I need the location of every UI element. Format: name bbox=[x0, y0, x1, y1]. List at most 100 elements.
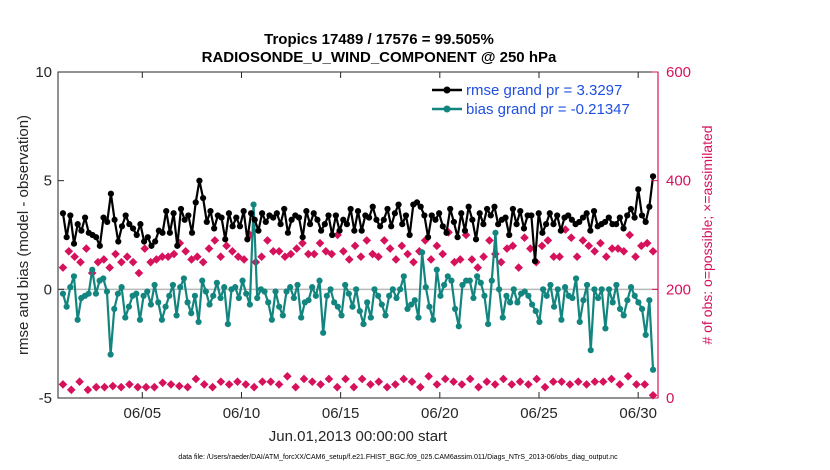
bias-point bbox=[510, 286, 517, 293]
obs-possible-upper-marker bbox=[496, 257, 506, 267]
rmse-point bbox=[461, 227, 469, 234]
obs-possible-lower-marker bbox=[416, 382, 425, 392]
rmse-point bbox=[590, 207, 598, 215]
obs-possible-lower-marker bbox=[424, 371, 433, 381]
bias-point bbox=[312, 292, 319, 299]
bias-point bbox=[620, 312, 627, 319]
rmse-point bbox=[399, 221, 406, 228]
obs-possible-lower-marker bbox=[258, 377, 267, 387]
obs-possible-upper-marker bbox=[58, 263, 68, 272]
rmse-point bbox=[218, 214, 225, 221]
obs-possible-upper-marker bbox=[596, 238, 605, 248]
x-tick-label: 06/05 bbox=[124, 405, 162, 422]
obs-possible-lower-marker bbox=[457, 380, 467, 389]
obs-possible-upper-marker bbox=[409, 257, 418, 267]
obs-possible-upper-marker bbox=[280, 252, 290, 262]
obs-possible-lower-marker bbox=[183, 382, 192, 392]
bias-point bbox=[136, 316, 144, 323]
obs-possible-upper-marker bbox=[520, 233, 529, 243]
legend: rmse grand pr = 3.3297 bias grand pr = -… bbox=[428, 80, 654, 122]
rmse-point bbox=[483, 205, 491, 213]
obs-possible-lower-marker bbox=[100, 382, 109, 392]
y-axis-right-label: # of obs: o=possible; ×=assimilated bbox=[699, 125, 715, 344]
rmse-point bbox=[358, 227, 365, 234]
bias-point bbox=[206, 301, 213, 308]
obs-possible-upper-marker bbox=[607, 244, 617, 253]
obs-possible-upper-marker bbox=[233, 252, 243, 262]
obs-possible-lower-marker bbox=[307, 377, 317, 387]
y-tick-label: 5 bbox=[44, 173, 52, 190]
rmse-point bbox=[207, 207, 214, 215]
rmse-point bbox=[74, 221, 81, 228]
rmse-point bbox=[251, 216, 258, 223]
bias-point bbox=[125, 303, 133, 310]
bias-point bbox=[111, 305, 118, 312]
chart-title-line1: Tropics 17489 / 17576 = 99.505% bbox=[264, 31, 494, 48]
rmse-point bbox=[314, 216, 321, 223]
y-axis-left: -5 0 5 10 bbox=[35, 64, 64, 407]
bias-point bbox=[169, 281, 177, 289]
obs-possible-upper-marker bbox=[327, 249, 337, 259]
bias-point bbox=[195, 318, 202, 326]
obs-possible-lower-marker bbox=[291, 382, 300, 392]
bias-point bbox=[254, 294, 261, 302]
rmse-point bbox=[354, 207, 362, 215]
obs-possible-lower-marker bbox=[482, 377, 492, 387]
rmse-point bbox=[391, 210, 398, 217]
bias-point bbox=[448, 277, 455, 284]
obs-possible-upper-marker bbox=[391, 255, 401, 264]
obs-possible-lower-marker bbox=[125, 380, 134, 389]
obs-possible-upper-marker bbox=[210, 236, 220, 245]
obs-possible-lower-marker bbox=[474, 382, 483, 392]
bias-point bbox=[371, 286, 378, 293]
rmse-point bbox=[513, 221, 520, 228]
rmse-series bbox=[59, 173, 657, 265]
obs-possible-upper-marker bbox=[122, 252, 132, 262]
rmse-point bbox=[413, 199, 421, 206]
obs-possible-upper-marker bbox=[578, 236, 588, 245]
bias-point bbox=[492, 229, 499, 236]
bias-point bbox=[613, 281, 620, 289]
obs-possible-upper-marker bbox=[508, 241, 518, 251]
rmse-point bbox=[111, 216, 118, 223]
bias-point bbox=[474, 273, 481, 280]
rmse-point bbox=[177, 205, 185, 213]
bias-point bbox=[294, 281, 301, 289]
obs-possible-upper-marker bbox=[321, 246, 331, 256]
bias-point bbox=[386, 292, 393, 299]
y-tick-label: 0 bbox=[44, 281, 52, 298]
y-tick-label: 10 bbox=[35, 64, 52, 81]
obs-possible-upper-marker bbox=[339, 246, 348, 256]
rmse-point bbox=[288, 216, 295, 223]
rmse-point bbox=[476, 210, 483, 217]
bias-point bbox=[594, 294, 602, 302]
rmse-point bbox=[635, 186, 642, 193]
obs-possible-lower-marker bbox=[199, 380, 209, 389]
rmse-point bbox=[472, 236, 480, 243]
bias-point bbox=[441, 281, 448, 289]
bias-point bbox=[558, 316, 565, 323]
rmse-point bbox=[144, 234, 151, 241]
bias-point bbox=[133, 290, 140, 297]
obs-possible-lower-marker bbox=[208, 382, 217, 392]
bias-point bbox=[320, 329, 327, 336]
obs-possible-upper-marker bbox=[105, 263, 115, 272]
rmse-point bbox=[122, 212, 129, 219]
bias-point bbox=[250, 201, 257, 208]
rmse-point bbox=[642, 218, 649, 226]
rmse-point bbox=[262, 218, 269, 226]
obs-possible-upper-marker bbox=[619, 246, 629, 256]
rmse-point bbox=[554, 212, 561, 219]
bias-point bbox=[180, 275, 188, 282]
obs-possible-lower-marker bbox=[515, 377, 525, 387]
rmse-point bbox=[229, 223, 236, 230]
rmse-point bbox=[325, 212, 332, 219]
x-axis: 06/05 06/10 06/15 06/20 06/25 06/30 bbox=[124, 72, 657, 422]
bias-point bbox=[389, 286, 396, 293]
obs-possible-lower-marker bbox=[216, 377, 226, 387]
rmse-point bbox=[576, 218, 583, 226]
obs-possible-upper-marker bbox=[146, 257, 155, 267]
rmse-point bbox=[93, 234, 100, 241]
y-right-tick-label: 0 bbox=[666, 390, 674, 407]
